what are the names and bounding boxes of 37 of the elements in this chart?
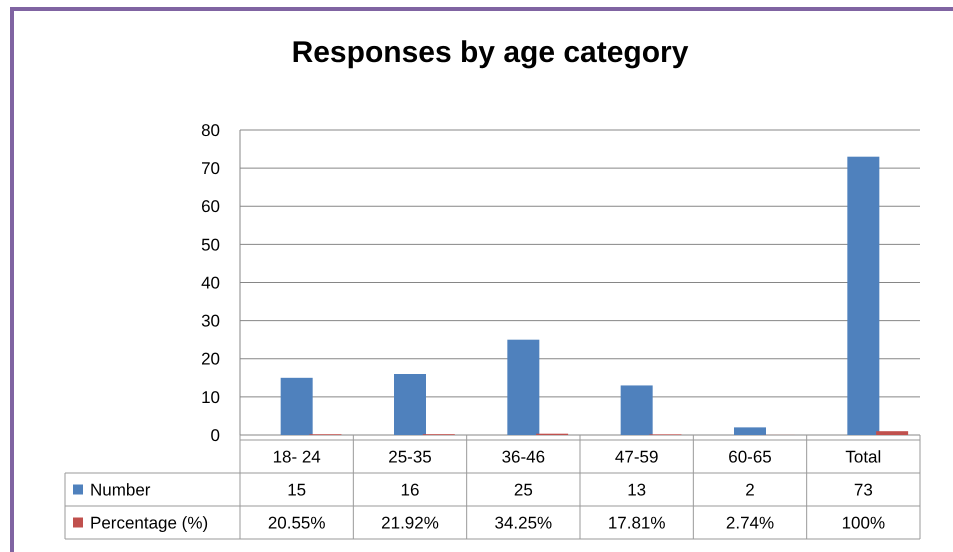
data-label: 34.25% — [494, 513, 552, 532]
data-label: 2 — [745, 480, 755, 500]
bar — [847, 156, 880, 435]
x-tick-label: 25-35 — [388, 447, 432, 466]
data-label: 13 — [627, 480, 646, 500]
bar — [280, 378, 313, 435]
data-label: 16 — [400, 480, 420, 500]
x-tick-label: 47-59 — [614, 447, 658, 466]
data-label: 15 — [287, 480, 306, 500]
bar — [507, 340, 540, 435]
data-label: 100% — [842, 513, 886, 532]
data-label: 20.55% — [268, 513, 326, 532]
bar — [734, 427, 766, 435]
bar — [394, 374, 426, 435]
y-tick-label: 10 — [201, 388, 220, 407]
bar — [876, 431, 908, 435]
chart-title: Responses by age category — [292, 36, 689, 69]
data-label: 73 — [854, 480, 873, 500]
y-tick-label: 80 — [201, 120, 220, 140]
x-tick-label: 36-46 — [502, 447, 546, 466]
x-tick-label: 18- 24 — [272, 447, 321, 466]
x-tick-label: 60-65 — [728, 447, 772, 466]
y-tick-label: 70 — [201, 159, 220, 178]
data-label: 17.81% — [608, 513, 666, 532]
y-tick-label: 0 — [210, 426, 220, 445]
data-label: 21.92% — [381, 513, 439, 532]
y-tick-label: 20 — [201, 350, 220, 369]
y-tick-label: 50 — [201, 235, 220, 254]
data-label: 2.74% — [726, 513, 774, 532]
y-tick-label: 40 — [201, 273, 220, 292]
legend-label: Percentage (%) — [90, 513, 208, 532]
bar — [620, 385, 653, 435]
legend-label: Number — [90, 480, 151, 500]
y-tick-label: 30 — [201, 312, 220, 331]
x-tick-label: Total — [845, 447, 882, 466]
data-label: 25 — [514, 480, 533, 500]
y-tick-label: 60 — [201, 197, 220, 216]
